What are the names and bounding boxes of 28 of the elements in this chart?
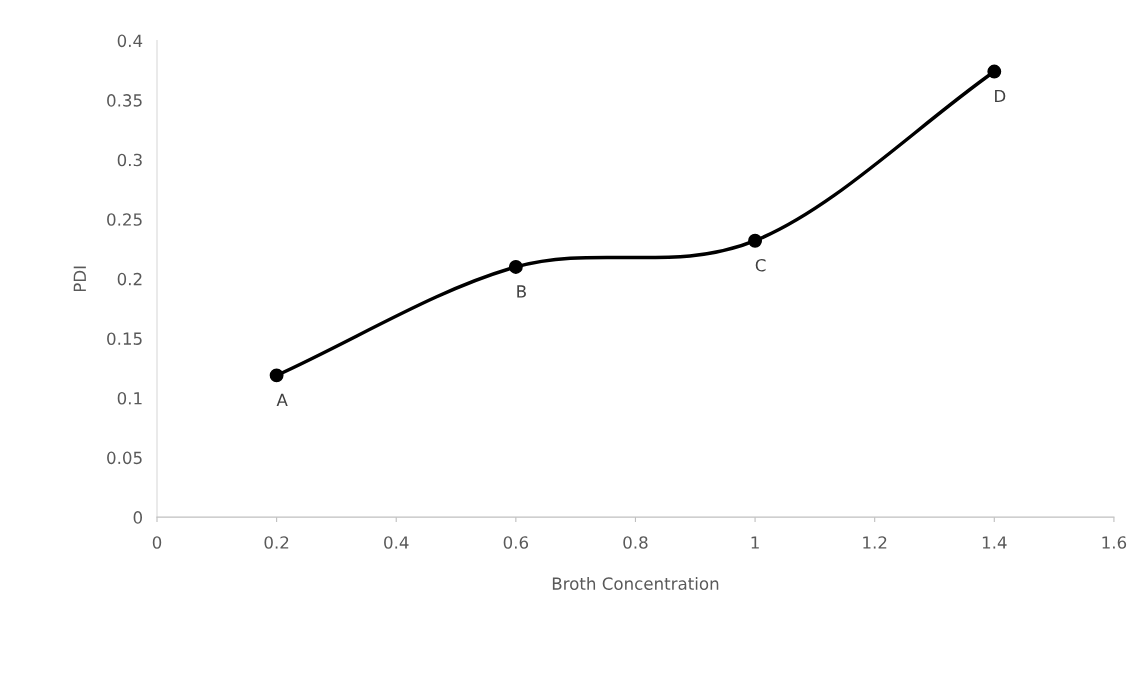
x-tick-label: 0.4 bbox=[384, 536, 409, 549]
x-tick-label: 0.2 bbox=[264, 536, 289, 549]
x-tick-label: 1 bbox=[751, 536, 759, 549]
y-tick-label: 0 bbox=[133, 511, 143, 524]
y-axis-title: PDI bbox=[73, 266, 86, 292]
point bbox=[987, 64, 1002, 79]
point bbox=[508, 259, 523, 274]
x-tick-label: 1.6 bbox=[1102, 536, 1127, 549]
x-tick-label: 0 bbox=[152, 536, 162, 549]
y-tick-label: 0.4 bbox=[117, 34, 143, 48]
y-tick-label: 0.2 bbox=[117, 272, 142, 286]
point bbox=[269, 368, 284, 383]
annotation: B bbox=[517, 285, 526, 298]
x-axis-title: Broth Concentration bbox=[552, 577, 719, 590]
y-tick-label: 0.25 bbox=[107, 213, 142, 226]
annotation: D bbox=[995, 89, 1006, 103]
x-tick-label: 0.8 bbox=[623, 536, 648, 549]
annotation: A bbox=[276, 393, 288, 406]
annotation: C bbox=[755, 258, 766, 272]
x-tick-label: 1.2 bbox=[863, 536, 887, 549]
y-tick-label: 0.1 bbox=[117, 391, 142, 405]
y-tick-label: 0.35 bbox=[107, 94, 142, 107]
y-tick-label: 0.15 bbox=[107, 332, 142, 345]
y-tick-label: 0.3 bbox=[117, 153, 142, 167]
y-tick-label: 0.05 bbox=[107, 451, 142, 465]
x-tick-label: 1.4 bbox=[982, 536, 1007, 549]
x-tick-label: 0.6 bbox=[503, 536, 529, 549]
point bbox=[748, 233, 763, 248]
